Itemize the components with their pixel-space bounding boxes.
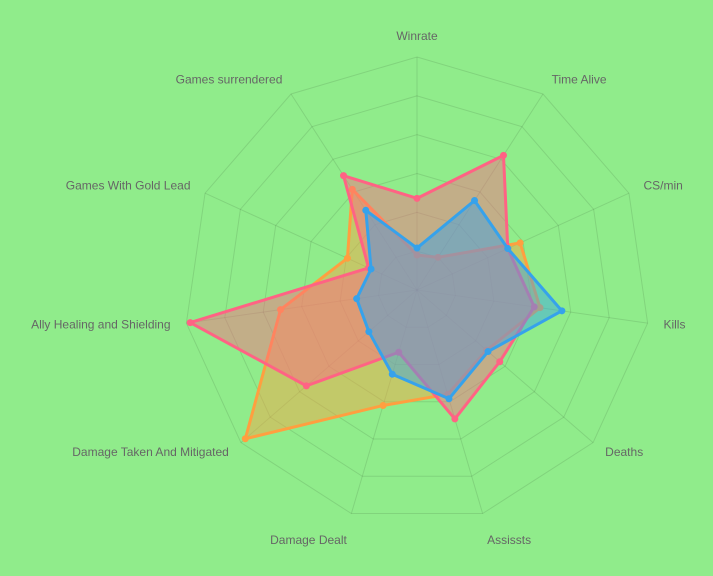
point — [516, 239, 524, 247]
axis-label: Damage Dealt — [270, 533, 347, 547]
spoke — [416, 289, 594, 443]
spoke — [350, 289, 418, 514]
point — [413, 194, 421, 202]
grid-ring — [378, 250, 456, 328]
point — [302, 382, 310, 390]
axis-label: Kills — [663, 318, 685, 332]
point — [353, 295, 361, 303]
axis-label: Time Alive — [552, 73, 607, 87]
point — [484, 348, 492, 356]
point — [504, 245, 512, 253]
point — [367, 265, 375, 273]
spoke — [186, 289, 418, 324]
axis-label: Deaths — [605, 445, 643, 459]
point — [277, 306, 285, 314]
point — [348, 185, 356, 193]
axis-label: Ally Healing and Shielding — [31, 318, 170, 332]
point — [445, 395, 453, 403]
axis-label: Damage Taken And Mitigated — [72, 445, 229, 459]
spoke — [204, 192, 418, 291]
point — [558, 307, 566, 315]
point — [451, 415, 459, 423]
grid-ring — [262, 134, 572, 440]
point — [241, 435, 249, 443]
point — [434, 253, 442, 261]
point — [362, 206, 370, 214]
point — [536, 304, 544, 312]
grid-ring — [301, 172, 533, 403]
grid-ring — [339, 211, 495, 366]
point — [365, 328, 373, 336]
spoke — [240, 289, 418, 443]
point — [379, 402, 387, 410]
axis-label: CS/min — [643, 179, 682, 193]
point — [499, 151, 507, 159]
series-area — [355, 198, 564, 401]
axis-label: Games With Gold Lead — [66, 179, 191, 193]
point — [530, 303, 538, 311]
axis-label: Winrate — [396, 29, 438, 43]
point — [413, 244, 421, 252]
point — [388, 370, 396, 378]
grid-ring — [224, 95, 610, 477]
point — [340, 172, 348, 180]
point — [471, 196, 479, 204]
point — [395, 348, 403, 356]
axis-label: Games surrendered — [176, 73, 283, 87]
grid-ring — [185, 56, 649, 515]
point — [496, 358, 504, 366]
axis-label: Assissts — [487, 533, 531, 547]
point — [343, 254, 351, 262]
point — [413, 251, 421, 259]
point — [186, 319, 194, 327]
